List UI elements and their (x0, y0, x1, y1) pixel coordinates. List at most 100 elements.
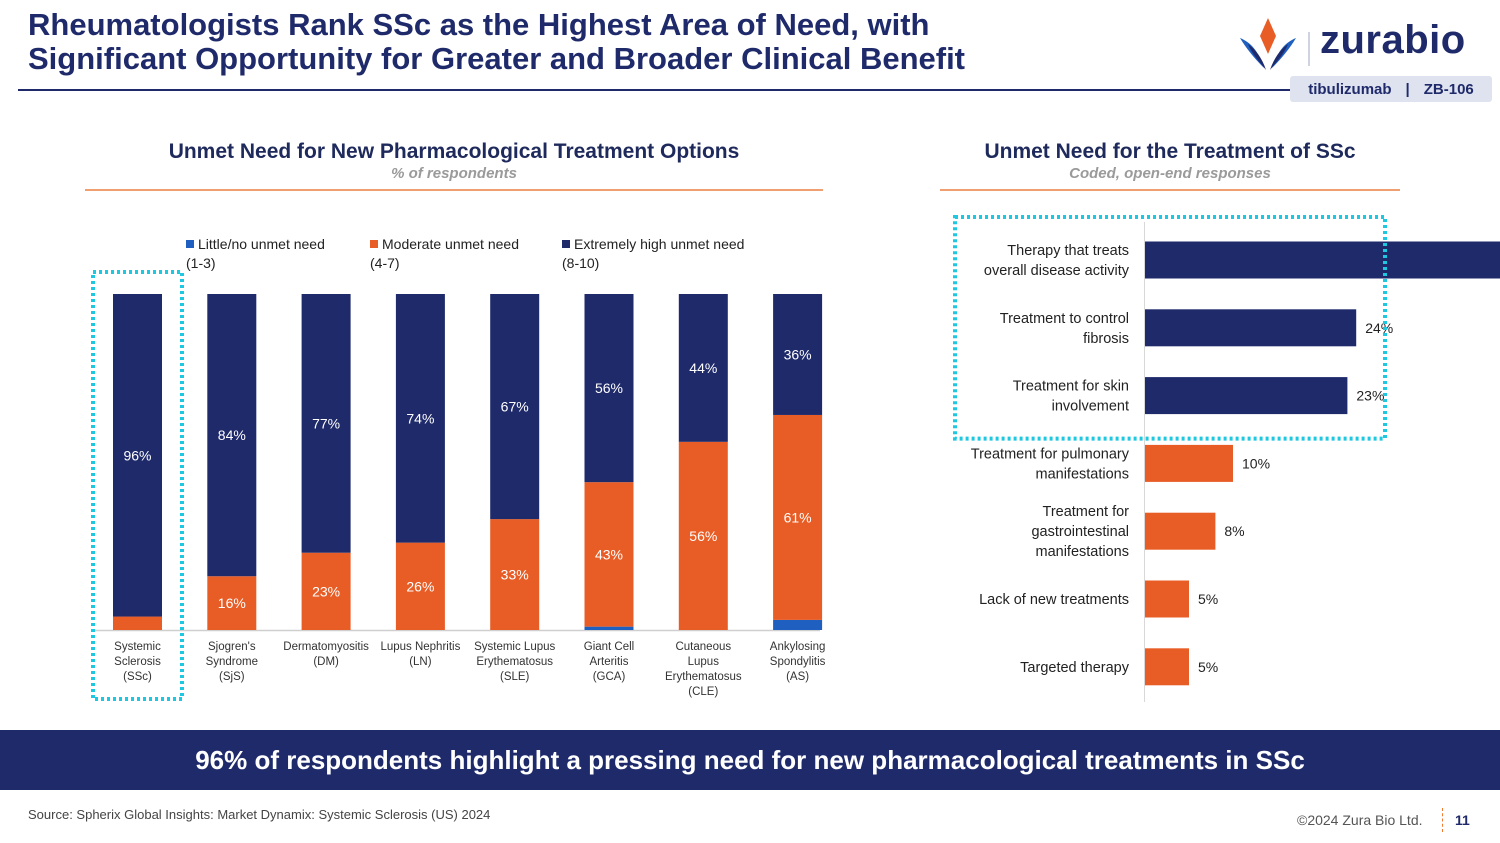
category-label: Treatment for pulmonary (971, 446, 1130, 462)
hbar (1145, 512, 1216, 550)
zurabio-logo-icon (1240, 18, 1296, 70)
category-tick-label: Erythematosus (665, 671, 742, 683)
left-chart-rule (85, 189, 823, 191)
page-number-separator (1442, 808, 1443, 832)
badge-product-code: ZB-106 (1423, 80, 1474, 98)
data-label: 74% (406, 410, 434, 426)
data-label: 10% (1242, 455, 1270, 471)
bar-segment (678, 441, 728, 630)
category-label: overall disease activity (984, 263, 1130, 279)
bar-segment (584, 482, 634, 627)
category-tick-label: (SLE) (500, 671, 530, 683)
data-label: 44% (689, 360, 717, 376)
right-chart-title: Unmet Need for the Treatment of SSc (984, 140, 1356, 163)
legend-label-moderate: Moderate unmet need (382, 236, 519, 252)
data-label: 26% (406, 578, 434, 594)
zurabio-logo: zurabio (1236, 14, 1486, 74)
legend-label-extreme: Extremely high unmet need (574, 236, 745, 252)
legend-swatch-little (186, 240, 194, 248)
category-tick-label: Giant Cell (584, 641, 635, 653)
legend-label-little: Little/no unmet need (198, 236, 325, 252)
category-tick-label: (SjS) (219, 671, 245, 683)
data-label: 77% (312, 415, 340, 431)
bar-segment (490, 294, 540, 520)
category-tick-label: Arteritis (590, 656, 629, 668)
legend-item-extreme: Extremely high unmet need (8-10) (562, 235, 744, 273)
legend-swatch-extreme (562, 240, 570, 248)
title-divider (18, 89, 1290, 91)
legend-range-moderate: (4-7) (370, 255, 400, 271)
data-label: 8% (1224, 523, 1244, 539)
category-tick-label: (DM) (313, 656, 339, 668)
product-badge: tibulizumab | ZB-106 (1290, 76, 1492, 102)
data-label: 23% (1356, 388, 1384, 404)
category-label: manifestations (1036, 544, 1130, 560)
bar-segment (301, 294, 351, 553)
right-chart-rule (940, 189, 1400, 191)
page-title: Rheumatologists Rank SSc as the Highest … (28, 8, 1178, 76)
bar-segment (773, 294, 823, 415)
hbar (1145, 444, 1233, 482)
category-tick-label: Cutaneous (675, 641, 731, 653)
category-label: Targeted therapy (1020, 660, 1130, 676)
legend-item-little: Little/no unmet need (1-3) (186, 235, 325, 273)
bar-segment (773, 414, 823, 620)
category-tick-label: Dermatomyositis (283, 641, 369, 653)
bar-segment (207, 576, 257, 630)
category-tick-label: Sclerosis (114, 656, 161, 668)
logo-text: zurabio (1320, 18, 1466, 62)
hbar (1145, 648, 1189, 686)
data-label: 43% (595, 546, 623, 562)
legend-swatch-moderate (370, 240, 378, 248)
badge-separator: | (1405, 80, 1410, 98)
data-label: 33% (501, 567, 529, 583)
bar-segment (395, 542, 445, 630)
category-label: involvement (1052, 399, 1129, 415)
category-tick-label: (GCA) (593, 671, 626, 683)
data-label: 16% (218, 595, 246, 611)
category-tick-label: Lupus (688, 656, 720, 668)
category-label: Treatment for skin (1013, 379, 1129, 395)
legend-item-moderate: Moderate unmet need (4-7) (370, 235, 519, 273)
hbar (1145, 309, 1357, 347)
hbar (1145, 241, 1500, 279)
category-tick-label: Syndrome (206, 656, 258, 668)
category-tick-label: Systemic Lupus (474, 641, 555, 653)
hbar (1145, 377, 1348, 415)
highlight-box (953, 215, 1387, 441)
page-title-line-1: Rheumatologists Rank SSc as the Highest … (28, 7, 930, 42)
data-label: 5% (1198, 659, 1218, 675)
bar-segment (490, 519, 540, 630)
page-title-line-2: Significant Opportunity for Greater and … (28, 41, 966, 76)
data-label: 23% (312, 583, 340, 599)
category-label: Lack of new treatments (979, 592, 1129, 608)
category-label: Therapy that treats (1007, 243, 1129, 259)
category-label: Treatment to control (1000, 311, 1129, 327)
data-label: 84% (218, 427, 246, 443)
category-label: Treatment for (1043, 504, 1130, 520)
category-tick-label: Erythematosus (476, 656, 553, 668)
category-tick-label: Sjogren's (208, 641, 256, 653)
hbar (1145, 580, 1189, 618)
bar-segment (113, 294, 162, 617)
category-label: manifestations (1036, 466, 1130, 482)
data-label: 96% (123, 447, 151, 463)
bar-segment (395, 294, 445, 543)
bar-segment (113, 616, 162, 630)
category-label: fibrosis (1083, 331, 1129, 347)
category-tick-label: (LN) (409, 656, 432, 668)
data-label: 61% (784, 509, 812, 525)
highlight-box (91, 270, 184, 701)
key-takeaway-banner: 96% of respondents highlight a pressing … (0, 730, 1500, 790)
bar-segment (773, 619, 823, 630)
logo-separator (1308, 32, 1310, 66)
bar-segment (207, 294, 257, 577)
copyright: ©2024 Zura Bio Ltd. (1297, 812, 1423, 828)
category-tick-label: (CLE) (688, 686, 718, 698)
key-takeaway-text: 96% of respondents highlight a pressing … (195, 744, 1305, 775)
data-label: 5% (1198, 591, 1218, 607)
data-label: 67% (501, 399, 529, 415)
bar-segment (301, 552, 351, 630)
left-chart-title: Unmet Need for New Pharmacological Treat… (168, 140, 740, 163)
